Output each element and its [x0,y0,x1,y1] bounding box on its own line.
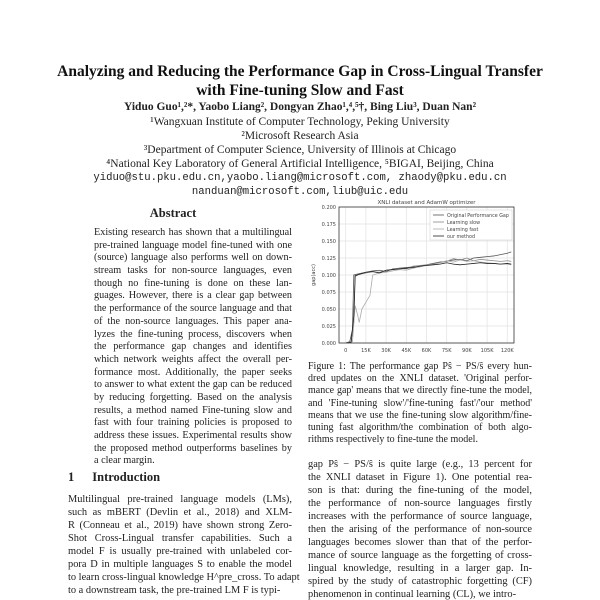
abstract-heading: Abstract [149,206,197,220]
x-tick-label: 75K [442,348,452,354]
section-title: Introduction [92,470,161,484]
text-line: address these issues. Experimental resul… [94,430,292,441]
figure-caption: Figure 1: The performance gap Pŝ − PS/ŝ … [308,361,532,446]
x-tick-label: 60K [422,348,432,354]
abstract-text: Existing research has shown that a multi… [94,227,292,468]
text-line: formance most. Additionally, the paper s… [94,366,292,378]
series-line-2 [345,259,512,344]
legend-label: our method [447,234,475,240]
intro-heading: 1 Introduction [68,470,292,485]
legend-label: Learning fast [447,227,478,233]
y-tick-label: 0.125 [322,256,336,262]
text-line: the performance of non-source languages … [308,498,532,509]
plot-frame [338,206,515,344]
affiliation: ²Microsoft Research Asia [241,130,359,142]
chart-title: XNLI dataset and AdamW optimizer [378,200,477,206]
x-tick-label: 30K [381,348,391,354]
text-line: model F is usually pre-trained with unla… [68,546,292,557]
x-tick-label: 15K [361,348,371,354]
text-line: dred updates on the XNLI dataset. 'Origi… [308,373,532,385]
y-tick-label: 0.100 [322,273,336,279]
text-line: the performance of the source language a… [94,303,292,315]
x-tick-label: 105K [481,348,495,354]
text-line: R (Conneau et al., 2019) have shown stro… [68,520,292,531]
text-line: phenomenon in continual learning (CL), w… [308,589,517,600]
text-line: the performance gap changes and identifi… [94,341,292,353]
text-line: the proposed method outperforms baseline… [94,442,292,454]
text-line: though no fine-tuning is done on these l… [94,277,292,289]
text-line: Multilingual pre-trained language models… [68,494,292,505]
text-line: a clear margin. [94,455,155,467]
text-line: which network weights affect the overall… [94,353,292,365]
text-line: results, a method named Fine-tuning slow… [94,404,292,416]
text-line: lyzes the fine-tuning process, discovers… [94,328,292,340]
text-line: pre-trained language model fine-tuned wi… [94,239,292,251]
emails: nanduan@microsoft.com,liub@uic.edu [191,186,409,198]
series-line-3 [345,262,512,344]
y-tick-label: 0.025 [322,324,336,330]
text-line: Figure 1: The performance gap Pŝ − PS/ŝ … [308,361,532,372]
legend-label: Original Performance Gap [447,213,509,219]
affiliation: ⁴National Key Laboratory of General Arti… [106,158,494,170]
text-line: spired by the study of catastrophic forg… [308,576,532,587]
body-text: gap Pŝ − PS/ŝ is quite large (e.g., 13 p… [308,458,532,600]
text-line: rithms respectively to fine-tune the mod… [308,434,478,446]
series-line-1 [345,257,512,344]
intro-text: Multilingual pre-trained language models… [68,493,300,597]
text-line: means that we use the fine-tuning slow a… [308,409,532,421]
text-line: Existing research has shown that a multi… [94,227,292,238]
text-line: and 'Fine-tuning slow'/'fine-tuning fast… [308,397,532,409]
text-line: by reducing forgetting. Based on the ana… [94,391,292,403]
y-tick-label: 0.175 [322,222,336,228]
text-line: to a downstream task, the pre-trained LM… [68,585,281,596]
x-tick-label: 0 [344,348,347,354]
text-line: mance of source language as the forgetti… [308,550,532,561]
legend-label: Learning slow [447,220,480,226]
emails: yiduo@stu.pku.edu.cn,yaobo.liang@microso… [93,172,507,184]
y-tick-label: 0.150 [322,239,336,245]
text-line: guages. However, there is a clear gap be… [94,290,292,302]
y-tick-label: 0.075 [322,290,336,296]
x-tick-label: 45K [401,348,411,354]
section-number: 1 [68,470,75,484]
title-line: with Fine-tuning Slow and Fast [196,82,404,99]
affiliation: ¹Wangxuan Institute of Computer Technolo… [150,116,450,128]
figure-1-chart: 0.000 0.025 0.050 0.075 0.100 0.125 0.150 0.175… [311,200,515,354]
y-tick-label: 0.000 [322,341,336,347]
text-line: fast with four training policies is prop… [94,417,292,429]
x-tick-label: 120K [501,348,515,354]
y-axis-label: gap(acc) [311,264,317,286]
text-line: then the arising of the performance of n… [308,524,532,535]
paper-title: Analyzing and Reducing the Performance G… [0,62,600,100]
text-line: mance gap' means that we directly fine-t… [308,385,532,397]
text-line: such as mBERT (Devlin et al., 2018) and … [68,507,292,518]
text-line: (source) language also performs well on … [94,252,292,264]
text-line: pora D in multiple languages S to enable… [68,559,292,570]
authors: Yiduo Guo¹,²*, Yaobo Liang², Dongyan Zha… [123,101,477,113]
text-line: Shot Cross-Lingual transfer capabilities… [68,533,292,544]
y-tick-label: 0.050 [322,307,336,313]
text-line: the XNLI dataset in Figure 1). One poten… [308,472,532,483]
text-line: increases with the performance of source… [308,511,532,522]
text-line: lingual knowledge, resulting in a larger… [308,563,532,574]
text-line: son is that: during the fine-tuning of t… [308,485,532,496]
text-line: of the non-source languages. This paper … [94,315,292,327]
text-line: to learn cross-lingual knowledge H^pre_c… [68,572,300,583]
x-tick-label: 90K [462,348,472,354]
text-line: stream tasks for non-source languages, e… [94,265,292,277]
text-line: gap Pŝ − PS/ŝ is quite large (e.g., 13 p… [308,459,532,470]
y-tick-label: 0.200 [322,205,336,211]
title-line: Analyzing and Reducing the Performance G… [57,63,543,80]
text-line: to answer to what extent the gap can be … [94,379,292,391]
text-line: languages becomes slower than that of th… [308,537,532,548]
affiliation: ³Department of Computer Science, Univers… [143,144,457,156]
text-line: tuning fast algorithm/the combination of… [308,421,532,433]
